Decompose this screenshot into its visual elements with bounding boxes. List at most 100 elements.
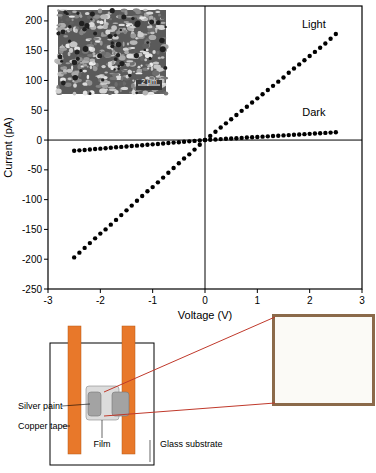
inset-pore [149, 20, 154, 25]
inset-grain [57, 14, 63, 17]
plot-frame [48, 6, 362, 289]
y-tick-label: -250 [22, 284, 42, 295]
data-point [192, 139, 196, 143]
inset-pore [72, 60, 77, 65]
data-point [192, 147, 196, 151]
inset-grain [106, 89, 108, 91]
inset-grain [94, 43, 97, 46]
x-tick-label: -1 [148, 295, 157, 306]
inset-grain [158, 14, 161, 17]
inset-grain [140, 56, 144, 61]
inset-grain [124, 30, 127, 34]
data-point [177, 140, 181, 144]
data-point [276, 79, 280, 83]
inset-pore [72, 75, 78, 81]
data-point [166, 171, 170, 175]
data-point [276, 134, 280, 138]
data-point [323, 41, 327, 45]
y-tick [44, 229, 48, 230]
inset-grain [79, 62, 84, 64]
inset-grain [95, 19, 98, 21]
diagram-label: Glass substrate [160, 439, 223, 449]
data-point [103, 227, 107, 231]
copper-tape [68, 326, 81, 454]
data-point [82, 148, 86, 152]
inset-grain [126, 53, 133, 58]
inset-grain [121, 70, 128, 72]
y-tick-label: -100 [22, 194, 42, 205]
inset-grain [72, 10, 77, 13]
inset-pore [162, 47, 165, 50]
y-tick-label: 0 [36, 135, 42, 146]
data-point [109, 146, 113, 150]
data-point [219, 137, 223, 141]
y-tick-label: 50 [31, 105, 43, 116]
inset-grain [127, 43, 129, 46]
x-tick-label: 1 [255, 295, 261, 306]
data-point [234, 113, 238, 117]
data-point [292, 66, 296, 70]
inset-pore [60, 60, 63, 63]
inset-grain [100, 14, 108, 19]
inset-pore [114, 57, 118, 61]
x-tick-label: 0 [202, 295, 208, 306]
data-point [98, 146, 102, 150]
x-tick [362, 289, 363, 293]
inset-pore [114, 34, 117, 37]
zero-line-x [205, 6, 206, 289]
inset-grain [75, 29, 78, 34]
inset-grain [87, 80, 92, 86]
inset-grain [135, 9, 141, 14]
inset-pore [75, 50, 80, 55]
photo-film [275, 317, 372, 403]
inset-grain [137, 32, 143, 37]
inset-grain [109, 18, 112, 20]
data-point [255, 96, 259, 100]
inset-grain [155, 9, 159, 11]
data-point [234, 136, 238, 140]
zoom-line [104, 317, 275, 392]
data-point [93, 147, 97, 151]
inset-grain [161, 15, 165, 19]
series-label: Dark [302, 106, 326, 118]
inset-pore [76, 57, 80, 61]
inset-grain [83, 91, 88, 96]
inset-pore [120, 29, 122, 31]
inset-pore [164, 26, 166, 28]
inset-pore [101, 78, 104, 81]
inset-grain [153, 61, 159, 64]
inset-grain [85, 12, 90, 15]
data-point [119, 145, 123, 149]
data-point [135, 143, 139, 147]
data-point [266, 88, 270, 92]
inset-grain [100, 79, 108, 83]
inset-grain [126, 23, 133, 25]
inset-grain [158, 57, 161, 60]
inset-pore [156, 20, 161, 25]
inset-pore [68, 40, 71, 43]
inset-grain [96, 85, 102, 88]
data-point [255, 135, 259, 139]
inset-grain [108, 92, 112, 95]
inset-pore [79, 69, 82, 72]
inset-grain [124, 50, 129, 54]
data-point [130, 203, 134, 207]
inset-pore [63, 10, 67, 14]
y-tick [44, 50, 48, 51]
inset-grain [159, 38, 164, 43]
y-tick-label: -200 [22, 254, 42, 265]
inset-grain [131, 83, 135, 88]
data-point [292, 133, 296, 137]
inset-grain [61, 45, 63, 48]
inset-grain [98, 9, 103, 14]
inset-pore [134, 53, 139, 58]
y-tick-label: 100 [25, 75, 42, 86]
data-point [250, 100, 254, 104]
scale-bar-label: 2 μm [141, 78, 157, 86]
data-point [140, 143, 144, 147]
data-point [334, 130, 338, 134]
data-point [88, 147, 92, 151]
inset-grain [139, 17, 145, 20]
inset-grain [90, 42, 92, 44]
y-tick [44, 110, 48, 111]
